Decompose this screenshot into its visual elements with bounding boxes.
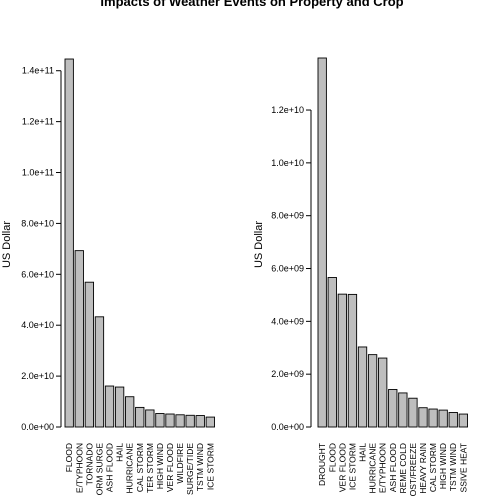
category-label: DROUGHT <box>317 443 327 486</box>
y-tick-label: 8.0e+09 <box>271 211 304 221</box>
category-label: TORNADO <box>84 443 94 486</box>
bar-12 <box>428 408 438 428</box>
category-label: OST/FREEZE <box>408 443 418 497</box>
bar-15 <box>205 416 215 428</box>
bar-9 <box>145 409 155 428</box>
bar-7 <box>125 396 135 428</box>
category-label: CAL STORM <box>135 443 145 492</box>
property-damage-panel: 0.0e+00 2.0e+10 4.0e+10 6.0e+10 8.0e+10 1.0e+… <box>1 58 215 496</box>
bar-11 <box>418 407 428 428</box>
bar-5 <box>357 346 368 428</box>
category-label: VER FLOOD <box>337 443 347 492</box>
category-label: TSTM WIND <box>448 443 458 491</box>
bar-10 <box>155 413 165 428</box>
category-label: HAIL <box>115 443 125 462</box>
bar-7 <box>378 357 388 428</box>
category-label: ORM SURGE <box>94 443 104 496</box>
bar-2 <box>74 250 84 428</box>
y-tick-label: 8.0e+10 <box>21 218 54 228</box>
category-label: E/TYPHOON <box>378 443 388 493</box>
bar-8 <box>135 406 145 428</box>
category-label: HIGH WIND <box>438 443 448 489</box>
bar-13 <box>185 414 195 428</box>
y-tick-label: 0.0e+00 <box>271 422 304 432</box>
crop-damage-panel: 0.0e+00 2.0e+09 4.0e+09 6.0e+09 8.0e+09 1.0e+… <box>253 57 468 497</box>
category-label: HIGH WIND <box>155 443 165 489</box>
y-tick-label: 6.0e+09 <box>271 264 304 274</box>
y-tick-label: 4.0e+09 <box>271 316 304 326</box>
category-label: WILDFIRE <box>175 443 185 484</box>
category-label: SSIVE HEAT <box>458 443 468 492</box>
bar-6 <box>114 386 125 428</box>
bar-10 <box>408 397 418 428</box>
bar-5 <box>104 385 115 428</box>
category-label: ASH FLOOD <box>105 443 115 492</box>
bar-13 <box>438 409 448 428</box>
category-label: ICE STORM <box>347 443 357 490</box>
bar-15 <box>458 413 468 428</box>
y-tick-label: 4.0e+10 <box>21 320 54 330</box>
bar-1 <box>317 57 327 428</box>
category-label: E/TYPHOON <box>74 443 84 493</box>
category-label: TER STORM <box>145 443 155 493</box>
bar-9 <box>398 392 408 428</box>
y-tick-label: 1.0e+10 <box>271 158 304 168</box>
y-axis-label: US Dollar <box>253 221 265 268</box>
y-tick-label: 2.0e+10 <box>21 371 54 381</box>
category-label: SURGE/TIDE <box>185 443 195 495</box>
bar-14 <box>448 412 458 428</box>
category-label: ICE STORM <box>205 443 215 490</box>
bar-2 <box>327 277 337 428</box>
bar-3 <box>337 293 348 428</box>
y-tick-label: 1.2e+10 <box>271 105 304 115</box>
y-tick-label: 1.4e+11 <box>22 66 54 76</box>
category-label: ASH FLOOD <box>388 443 398 492</box>
category-label: VER FLOOD <box>165 443 175 492</box>
category-label: REME COLD <box>398 443 408 494</box>
bar-6 <box>367 354 378 428</box>
chart-title: Impacts of Weather Events on Property an… <box>100 0 403 9</box>
y-axis-label: US Dollar <box>1 221 13 268</box>
y-tick-label: 0.0e+00 <box>21 422 54 432</box>
y-tick-label: 1.2e+11 <box>22 117 54 127</box>
bar-4 <box>347 293 358 428</box>
y-tick-label: 6.0e+10 <box>21 269 54 279</box>
bar-3 <box>84 281 95 428</box>
category-label: HURRICANE <box>125 443 135 494</box>
bar-8 <box>388 389 398 428</box>
bar-4 <box>94 316 105 428</box>
y-tick-label: 1.0e+11 <box>22 168 54 178</box>
category-label: HURRICANE <box>368 443 378 494</box>
category-label: HAIL <box>358 443 368 462</box>
bar-11 <box>165 413 175 428</box>
bar-12 <box>175 414 185 428</box>
category-label: FLOOD <box>327 443 337 472</box>
category-label: HEAVY RAIN <box>418 443 428 494</box>
category-label: FLOOD <box>64 443 74 472</box>
bar-1 <box>64 58 74 428</box>
y-tick-label: 2.0e+09 <box>271 369 304 379</box>
category-label: CAL STORM <box>428 443 438 492</box>
bar-14 <box>195 415 205 428</box>
category-label: TSTM WIND <box>195 443 205 491</box>
